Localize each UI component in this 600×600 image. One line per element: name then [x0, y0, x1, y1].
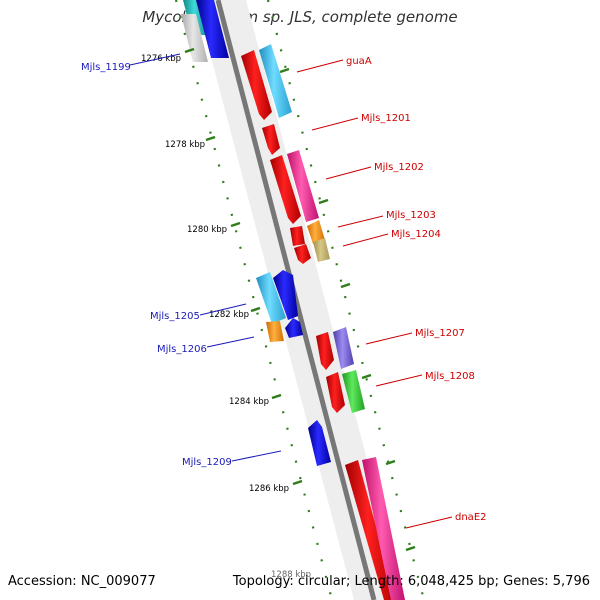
gene-segment [273, 270, 298, 320]
tick-label: 1280 kbp [187, 225, 227, 235]
tick-label: 1286 kbp [249, 484, 289, 494]
gene-segment [196, 0, 229, 58]
feature-band [196, 0, 404, 600]
gene-label-mjls-1202[interactable]: Mjls_1202 [374, 162, 424, 173]
gene-label-mjls-1203[interactable]: Mjls_1203 [386, 210, 436, 221]
gene-segment [262, 124, 280, 155]
gene-segment [287, 150, 319, 222]
gene-segment [333, 327, 354, 369]
gene-segment [259, 44, 292, 118]
tick-label: 1282 kbp [209, 310, 249, 320]
gene-label-mjls-1205[interactable]: Mjls_1205 [150, 311, 200, 322]
tick-label: 1288 kbp [271, 570, 311, 580]
tick-label: 1278 kbp [165, 140, 205, 150]
genome-summary-text: Topology: circular; Length: 6,048,425 bp… [232, 574, 590, 589]
gene-label-mjls-1201[interactable]: Mjls_1201 [361, 113, 411, 124]
gene-segment [266, 321, 284, 342]
gene-label-mjls-1199[interactable]: Mjls_1199 [81, 62, 131, 73]
gene-segment [294, 244, 311, 264]
gene-segment [326, 372, 345, 413]
left-ruler [174, 0, 334, 600]
gene-segment [316, 332, 334, 370]
gene-segment [313, 238, 330, 262]
gene-label-mjls-1209[interactable]: Mjls_1209 [182, 457, 232, 468]
gene-segment [342, 370, 365, 413]
gene-segment [290, 226, 305, 246]
gene-segment [308, 420, 331, 466]
gene-segment [181, 14, 208, 62]
gene-segment [270, 155, 301, 224]
tick-label: 1284 kbp [229, 397, 269, 407]
gene-label-mjls-1207[interactable]: Mjls_1207 [415, 328, 465, 339]
gene-segment [241, 50, 272, 120]
gene-label-mjls-1208[interactable]: Mjls_1208 [425, 371, 475, 382]
gene-segment [362, 457, 405, 600]
gene-segment [307, 220, 325, 244]
accession-text: Accession: NC_009077 [8, 574, 156, 589]
gene-label-mjls-1206[interactable]: Mjls_1206 [157, 344, 207, 355]
right-ruler [266, 0, 426, 600]
tick-label: 1276 kbp [141, 54, 181, 64]
gene-segment [256, 272, 286, 324]
gene-segment [345, 460, 396, 600]
gene-segment [285, 318, 303, 338]
gene-label-guaa[interactable]: guaA [346, 56, 372, 67]
gene-label-dnae2[interactable]: dnaE2 [455, 512, 487, 523]
tick-marks [184, 47, 416, 552]
gene-label-mjls-1204[interactable]: Mjls_1204 [391, 229, 441, 240]
